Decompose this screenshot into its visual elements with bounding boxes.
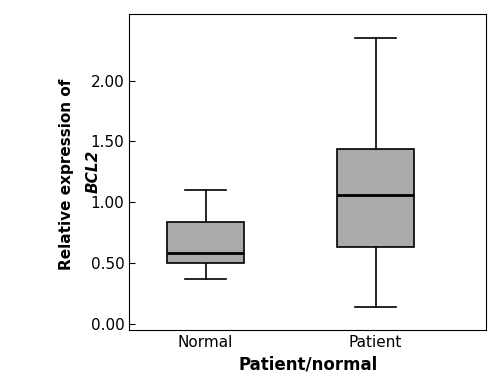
Bar <box>338 149 414 247</box>
Text: BCL2: BCL2 <box>86 150 101 194</box>
Bar <box>168 222 244 263</box>
Text: Relative expression of: Relative expression of <box>59 74 74 270</box>
X-axis label: Patient/normal: Patient/normal <box>238 355 378 373</box>
